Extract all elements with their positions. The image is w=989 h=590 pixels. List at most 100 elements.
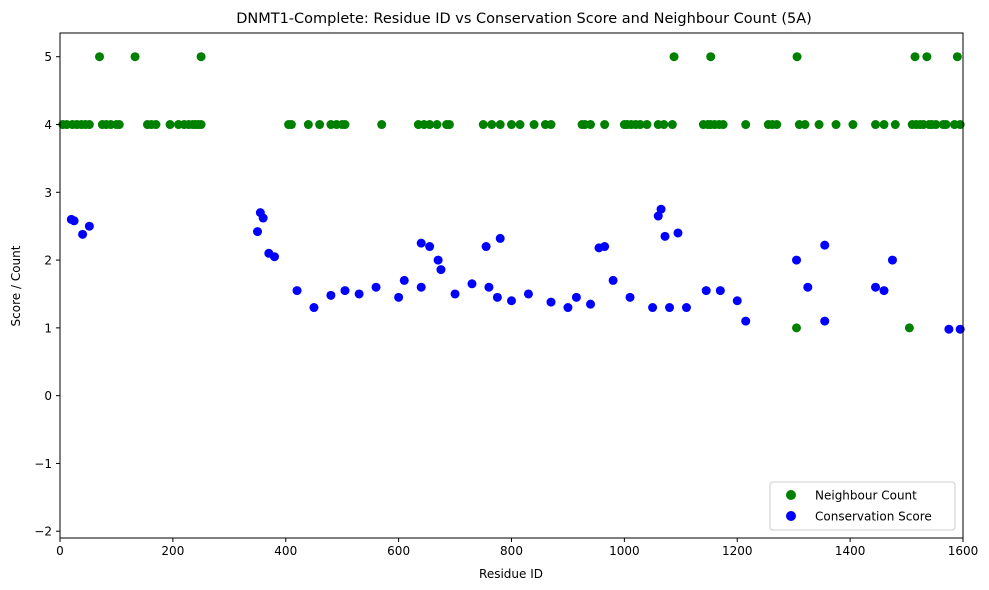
chart-title: DNMT1-Complete: Residue ID vs Conservati… bbox=[236, 11, 812, 27]
neighbour-count-point-20 bbox=[114, 120, 124, 130]
y-tick-label: 2 bbox=[44, 254, 52, 268]
neighbour-count-point-79 bbox=[800, 120, 810, 130]
neighbour-count-point-77 bbox=[772, 120, 782, 130]
y-tick-label: 1 bbox=[44, 321, 52, 335]
conservation-score-point-30 bbox=[394, 292, 404, 302]
conservation-score-point-43 bbox=[608, 275, 618, 285]
conservation-score-point-52 bbox=[803, 282, 813, 292]
y-axis: −2 −1 0 1 2 3 4 5 bbox=[34, 50, 60, 539]
neighbour-count-point-92 bbox=[931, 120, 941, 130]
neighbour-count-point-80 bbox=[814, 120, 824, 130]
conservation-score-point-35 bbox=[484, 282, 494, 292]
conservation-score-point-55 bbox=[879, 286, 889, 296]
conservation-score-point-11 bbox=[433, 255, 443, 265]
x-tick-label: 400 bbox=[274, 544, 297, 558]
conservation-score-point-48 bbox=[701, 286, 711, 296]
x-tick-label: 1200 bbox=[722, 544, 753, 558]
conservation-score-point-1 bbox=[69, 216, 79, 226]
conservation-score-point-26 bbox=[326, 290, 336, 300]
conservation-score-point-49 bbox=[715, 286, 725, 296]
neighbour-count-point-4 bbox=[706, 52, 716, 62]
neighbour-count-point-52 bbox=[529, 120, 539, 130]
conservation-score-point-7 bbox=[269, 252, 279, 262]
conservation-score-point-29 bbox=[371, 282, 381, 292]
neighbour-count-point-2 bbox=[196, 52, 206, 62]
conservation-score-point-16 bbox=[600, 242, 610, 252]
conservation-score-point-25 bbox=[309, 303, 319, 313]
x-axis: 0 200 400 600 800 1000 1200 1400 1600 bbox=[56, 538, 978, 558]
neighbour-count-point-5 bbox=[792, 52, 802, 62]
neighbour-count-point-57 bbox=[586, 120, 596, 130]
x-tick-label: 0 bbox=[56, 544, 64, 558]
conservation-score-point-41 bbox=[571, 292, 581, 302]
x-tick-label: 1000 bbox=[609, 544, 640, 558]
plot-points bbox=[58, 52, 965, 334]
neighbour-count-point-33 bbox=[286, 120, 296, 130]
neighbour-count-point-97 bbox=[792, 323, 802, 333]
neighbour-count-point-46 bbox=[444, 120, 454, 130]
neighbour-count-point-3 bbox=[669, 52, 679, 62]
conservation-score-point-5 bbox=[258, 213, 268, 223]
neighbour-count-point-7 bbox=[922, 52, 932, 62]
x-tick-label: 600 bbox=[387, 544, 410, 558]
y-axis-label: Score / Count bbox=[9, 245, 23, 326]
conservation-score-point-33 bbox=[450, 289, 460, 299]
neighbour-count-point-51 bbox=[515, 120, 525, 130]
conservation-score-point-31 bbox=[399, 275, 409, 285]
conservation-score-point-53 bbox=[820, 316, 830, 326]
neighbour-count-point-50 bbox=[507, 120, 516, 130]
neighbour-count-point-31 bbox=[196, 120, 206, 130]
neighbour-count-point-66 bbox=[659, 120, 669, 130]
conservation-score-point-56 bbox=[944, 324, 954, 334]
neighbour-count-point-64 bbox=[642, 120, 652, 130]
conservation-score-point-9 bbox=[416, 238, 426, 248]
neighbour-count-point-82 bbox=[848, 120, 858, 130]
conservation-score-point-23 bbox=[887, 255, 897, 265]
conservation-score-point-19 bbox=[660, 231, 670, 241]
conservation-score-point-32 bbox=[416, 282, 426, 292]
neighbour-count-point-34 bbox=[303, 120, 313, 130]
conservation-score-point-39 bbox=[546, 297, 556, 307]
neighbour-count-point-1 bbox=[130, 52, 140, 62]
x-tick-label: 200 bbox=[161, 544, 184, 558]
plot-frame bbox=[59, 32, 964, 539]
conservation-score-point-21 bbox=[820, 240, 830, 250]
conservation-score-point-45 bbox=[648, 303, 658, 313]
conservation-score-point-22 bbox=[792, 255, 802, 265]
neighbour-count-point-48 bbox=[487, 120, 497, 130]
conservation-score-point-8 bbox=[253, 227, 263, 237]
conservation-score-point-46 bbox=[665, 303, 675, 313]
y-tick-label: 0 bbox=[44, 389, 52, 403]
neighbour-count-point-63 bbox=[635, 120, 645, 130]
x-tick-label: 1400 bbox=[835, 544, 866, 558]
neighbour-count-point-98 bbox=[904, 323, 914, 333]
conservation-score-point-51 bbox=[741, 316, 751, 326]
legend-box bbox=[769, 481, 956, 531]
x-axis-label: Residue ID bbox=[479, 567, 543, 581]
neighbour-count-point-81 bbox=[831, 120, 841, 130]
y-tick-label: 4 bbox=[44, 118, 52, 132]
conservation-score-point-28 bbox=[354, 289, 364, 299]
conservation-score-point-10 bbox=[425, 242, 435, 252]
conservation-score-point-47 bbox=[681, 303, 691, 313]
neighbour-count-point-67 bbox=[667, 120, 677, 130]
neighbour-count-point-15 bbox=[84, 120, 94, 130]
conservation-score-point-54 bbox=[871, 282, 881, 292]
conservation-score-point-14 bbox=[495, 233, 505, 243]
conservation-score-point-50 bbox=[732, 296, 742, 306]
neighbour-count-point-83 bbox=[871, 120, 881, 130]
neighbour-count-point-85 bbox=[890, 120, 900, 130]
conservation-score-point-36 bbox=[492, 292, 502, 302]
conservation-score-point-42 bbox=[586, 299, 596, 309]
y-tick-label: −1 bbox=[34, 457, 52, 471]
legend: Neighbour Count Conservation Score bbox=[769, 481, 956, 531]
neighbour-count-point-40 bbox=[377, 120, 387, 130]
x-tick-label: 800 bbox=[500, 544, 523, 558]
conservation-score-point-44 bbox=[625, 292, 635, 302]
conservation-score-point-2 bbox=[78, 229, 88, 239]
neighbour-count-point-35 bbox=[315, 120, 325, 130]
neighbour-count-point-54 bbox=[546, 120, 556, 130]
neighbour-count-point-44 bbox=[432, 120, 442, 130]
legend-marker-conservation-score bbox=[786, 511, 796, 521]
